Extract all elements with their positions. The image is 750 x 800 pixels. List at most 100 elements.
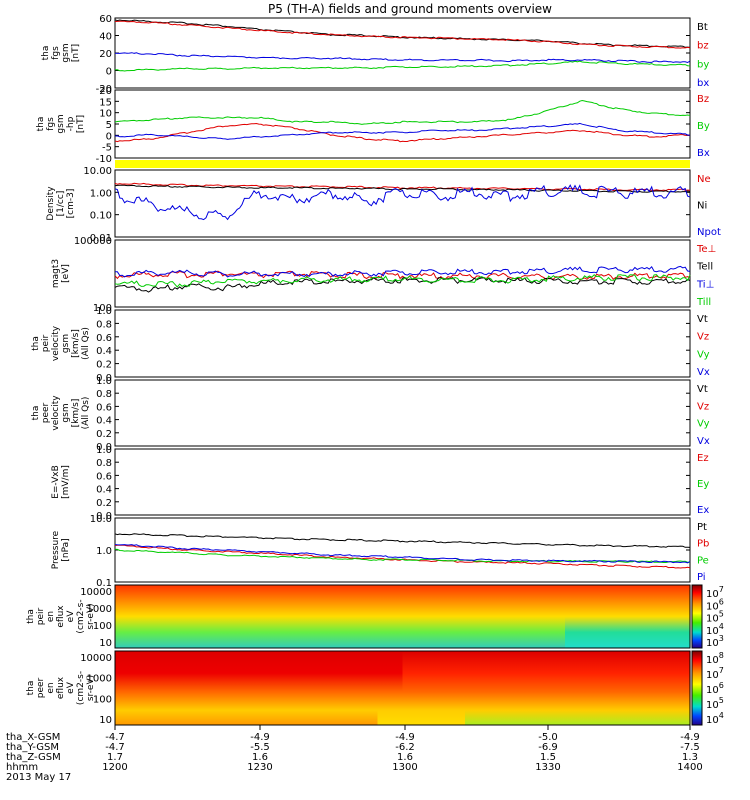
colorbar-tick-exponent: 5 <box>719 610 724 619</box>
legend-Pb: Pb <box>697 539 709 550</box>
spectrogram-column <box>640 651 654 725</box>
y-axis-label-line: eflux <box>56 605 66 628</box>
series-line-Te⊥ <box>114 270 691 281</box>
spectrogram-column <box>127 651 141 725</box>
series-line-Tell <box>114 277 691 293</box>
series-line-Till <box>114 274 691 288</box>
panel-frame <box>114 17 691 89</box>
spectrogram-column <box>602 651 616 725</box>
footer-value: 1.7 <box>107 752 123 763</box>
y-tick-label: 10 <box>99 109 112 120</box>
y-tick-label: 100 <box>93 303 112 314</box>
footer-label: tha_Y-GSM <box>6 742 59 753</box>
spectrogram-column <box>677 651 691 725</box>
spectrogram-column <box>502 651 516 725</box>
legend-Ne: Ne <box>697 174 711 185</box>
quality-flag-bar <box>115 160 690 168</box>
spectrogram-column <box>490 651 504 725</box>
colorbar-tick-label: 106 <box>706 681 724 696</box>
panel-frame <box>114 650 691 726</box>
spectrogram-column <box>227 585 241 648</box>
legend-bx: bx <box>697 78 709 89</box>
legend-Vx: Vx <box>697 436 710 447</box>
y-tick-label: 0.2 <box>96 498 112 509</box>
spectrogram-column <box>490 585 504 648</box>
colorbar-tick-label: 105 <box>706 696 724 711</box>
spectrogram-column <box>577 585 591 648</box>
footer-value: -4.9 <box>250 732 270 743</box>
colorbar-tick-exponent: 4 <box>719 622 724 631</box>
legend-Pe: Pe <box>697 555 709 566</box>
spectrogram-column <box>377 651 391 725</box>
y-tick-label: 15 <box>99 97 112 108</box>
y-tick-label: 20 <box>99 86 112 97</box>
y-tick-label: 10 <box>99 715 112 726</box>
spectrogram-column <box>365 651 379 725</box>
y-tick-label: 0.4 <box>96 346 112 357</box>
y-tick-label: 1000 <box>87 674 112 685</box>
y-axis-label-line: tha <box>41 46 51 61</box>
spectrogram-column <box>340 651 354 725</box>
series-line-Ti⊥ <box>115 265 691 278</box>
y-axis-label-line: fgs <box>51 46 61 60</box>
y-axis-label-line: [1/cc] <box>56 191 66 217</box>
y-axis-label-line: gsm <box>56 114 66 133</box>
colorbar-tick-exponent: 5 <box>719 696 724 705</box>
y-axis-label-line: [nT] <box>76 115 86 133</box>
y-tick-label: -10 <box>96 154 112 165</box>
spectrogram-column <box>577 651 591 725</box>
colorbar-tick-exponent: 6 <box>719 681 724 690</box>
legend-Ex: Ex <box>697 505 709 516</box>
spectrogram-column <box>452 585 466 648</box>
footer-value: 1.5 <box>540 752 556 763</box>
legend-Te⊥: Te⊥ <box>696 244 716 255</box>
spectrogram-column <box>115 585 129 648</box>
legend-Vt: Vt <box>697 384 708 395</box>
footer-value: 1330 <box>535 762 560 773</box>
legend-Vz: Vz <box>697 332 709 343</box>
legend-Npot: Npot <box>697 227 721 238</box>
spectrogram-column <box>215 585 229 648</box>
spectrogram-column <box>290 651 304 725</box>
panel-exb: E=-VxB [mV/m] 1.0 0.8 0.6 0.4 0.2 0.0 Ez Ey Ex <box>51 445 709 522</box>
y-axis-label-line: velocity <box>51 395 61 431</box>
y-tick-label: 0.1 <box>96 578 112 589</box>
footer-value: -4.9 <box>395 732 415 743</box>
footer-value: 1.6 <box>397 752 413 763</box>
series-line-Bz <box>114 122 691 143</box>
y-axis-label-line: sr-eV) <box>86 603 96 629</box>
spectrogram-column <box>140 651 154 725</box>
y-axis-label-line: [nT] <box>71 44 81 62</box>
series-line-Bt <box>114 19 691 48</box>
spectrogram-column <box>165 651 179 725</box>
spectrogram-column <box>477 651 491 725</box>
y-tick-label: 0.8 <box>96 389 112 400</box>
y-tick-label: 20 <box>99 49 112 60</box>
footer-value: -4.9 <box>680 732 700 743</box>
spectrogram-column <box>265 651 279 725</box>
y-tick-label: 0.6 <box>96 333 112 344</box>
spectrogram-column <box>527 651 541 725</box>
y-tick-label: 1.0 <box>96 546 112 557</box>
spectrogram-column <box>352 651 366 725</box>
legend-Tell: Tell <box>696 262 713 273</box>
spectrogram-column <box>402 651 416 725</box>
y-tick-label: 1.0 <box>96 376 112 387</box>
panel-frame <box>114 169 691 238</box>
series-line-Pt <box>114 533 691 548</box>
series-line-bz <box>114 20 691 49</box>
spectrogram-column <box>527 585 541 648</box>
spectrogram-column <box>590 585 604 648</box>
y-tick-label: 0.8 <box>96 458 112 469</box>
y-axis-label-line: eflux <box>56 676 66 699</box>
series-line-By <box>114 99 691 125</box>
spectrogram-column <box>140 585 154 648</box>
y-axis-label-line: peer <box>41 402 51 423</box>
legend-Till: Till <box>696 297 711 308</box>
spectrogram-column <box>277 585 291 648</box>
y-axis-label: tha peir en eflux eV (cm2-s-sr-eV) <box>26 599 96 633</box>
legend-Bz: Bz <box>697 94 709 105</box>
spectrogram-column <box>252 651 266 725</box>
